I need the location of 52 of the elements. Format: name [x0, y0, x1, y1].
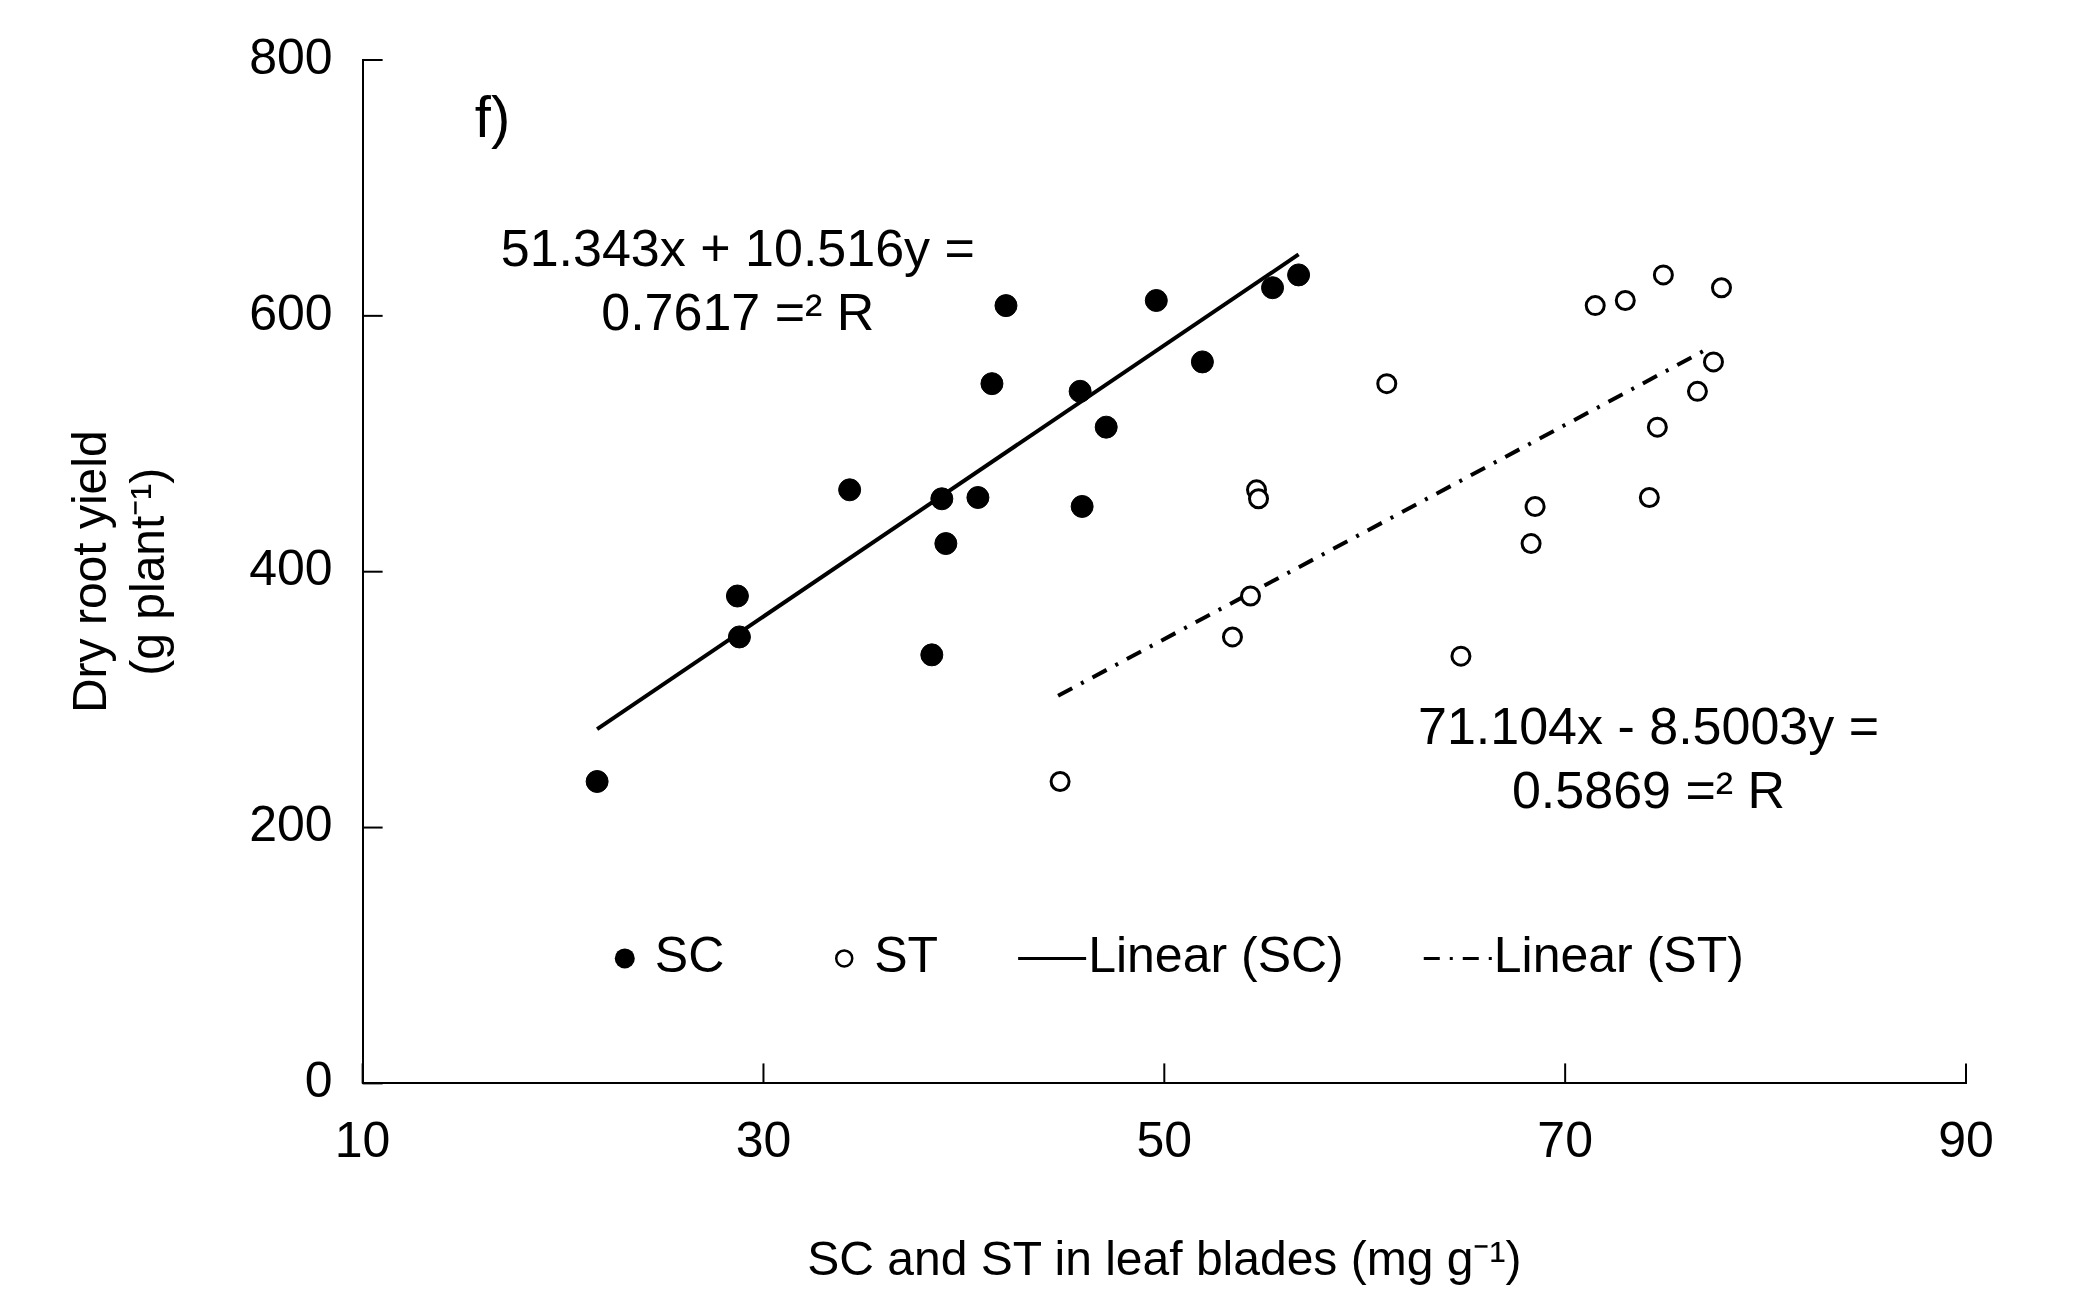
- legend-label: Linear (ST): [1493, 927, 1744, 984]
- point: [1261, 276, 1285, 300]
- point: [930, 487, 954, 511]
- point: [1248, 488, 1270, 510]
- x-tick-label: 50: [1136, 1112, 1193, 1169]
- point: [1094, 415, 1118, 439]
- point: [1049, 771, 1071, 792]
- legend-label: SC: [654, 927, 725, 984]
- point: [838, 478, 862, 502]
- x-axis-title: SC and ST in leaf blades (mg g⁻¹): [807, 1232, 1522, 1286]
- x-tick-label: 30: [735, 1112, 792, 1169]
- legend-label: Linear (SC): [1088, 927, 1344, 984]
- x-tick-label: 70: [1537, 1112, 1593, 1169]
- annotation: f): [474, 84, 511, 150]
- point: [1070, 494, 1094, 518]
- point: [966, 486, 990, 509]
- point: [1584, 295, 1606, 317]
- point: [1652, 264, 1674, 286]
- y-tick-label: 200: [249, 796, 333, 853]
- x-tick-label: 90: [1938, 1112, 1994, 1169]
- point: [1221, 626, 1243, 648]
- y-axis-title: Dry root yield (g plant⁻¹): [63, 430, 174, 714]
- point: [1450, 645, 1472, 667]
- point: [727, 625, 751, 649]
- point: [1638, 487, 1660, 508]
- point: [1190, 350, 1214, 374]
- point: [1702, 351, 1724, 373]
- point: [1068, 379, 1092, 403]
- point: [1144, 289, 1168, 312]
- point: [1686, 380, 1708, 402]
- y-tick-label: 400: [249, 540, 333, 597]
- y-tick-label: 0: [304, 1052, 333, 1109]
- point: [1239, 585, 1261, 607]
- point: [994, 294, 1018, 318]
- point: [980, 372, 1004, 396]
- point: [1710, 277, 1732, 299]
- legend-label: ST: [874, 927, 939, 984]
- point: [1287, 263, 1311, 287]
- y-tick-label: 600: [249, 284, 333, 341]
- point: [920, 643, 944, 667]
- y-tick-label: 800: [249, 28, 333, 85]
- point: [1520, 533, 1542, 555]
- x-tick-label: 10: [334, 1112, 391, 1169]
- annotation: 71.104x - 8.5003y = 0.5869 =² R: [1417, 697, 1880, 820]
- annotation: 51.343x + 10.516y = 0.7617 =² R: [500, 219, 975, 342]
- point: [1524, 495, 1546, 517]
- point: [1646, 416, 1668, 438]
- point: [934, 532, 958, 556]
- point: [585, 770, 609, 793]
- point: [1376, 373, 1398, 395]
- point: [1614, 290, 1636, 311]
- point: [725, 584, 749, 608]
